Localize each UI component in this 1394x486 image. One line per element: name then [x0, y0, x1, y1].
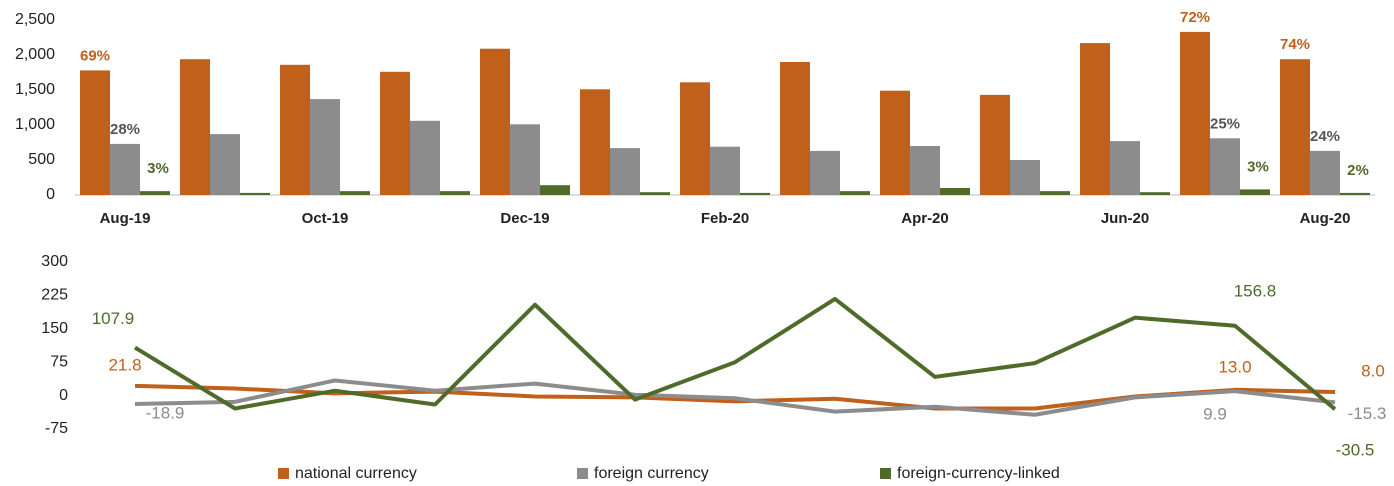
legend-swatch [880, 468, 891, 479]
bar [1040, 191, 1070, 195]
share-label: 72% [1180, 9, 1210, 26]
share-label: 74% [1280, 36, 1310, 53]
y-tick-label: 300 [41, 253, 68, 270]
x-tick-label: Aug-19 [100, 210, 151, 227]
bar [440, 191, 470, 195]
bar [210, 134, 240, 195]
share-label: 25% [1210, 115, 1240, 132]
value-label: -30.5 [1336, 441, 1375, 460]
bar [1210, 138, 1240, 195]
x-tick-label: Aug-20 [1300, 210, 1351, 227]
y-tick-label: 150 [41, 320, 68, 337]
bar [580, 89, 610, 195]
bar [980, 94, 1010, 195]
bar [110, 143, 140, 195]
bar [140, 191, 170, 195]
y-tick-label: -75 [45, 420, 68, 437]
legend-swatch [577, 468, 588, 479]
x-tick-label: Apr-20 [901, 210, 949, 227]
bar [610, 148, 640, 195]
bar [680, 82, 710, 195]
share-label: 28% [110, 121, 140, 138]
bar [1110, 141, 1140, 195]
bar [910, 146, 940, 195]
y-tick-label: 1,000 [15, 116, 55, 133]
bar [880, 90, 910, 195]
bar [1080, 43, 1110, 195]
bar [810, 150, 840, 195]
legend-label: foreign-currency-linked [897, 465, 1060, 482]
legend-swatch [278, 468, 289, 479]
value-label: -18.9 [146, 404, 185, 423]
y-tick-label: 2,500 [15, 11, 55, 28]
bar [640, 192, 670, 195]
bar [280, 64, 310, 195]
line [134, 378, 1336, 417]
bar [340, 191, 370, 195]
x-tick-label: Feb-20 [701, 210, 749, 227]
value-label: 156.8 [1234, 281, 1277, 300]
y-tick-label: 2,000 [15, 46, 55, 63]
y-tick-label: 0 [59, 387, 68, 404]
bar [940, 188, 970, 195]
line [133, 296, 1337, 411]
legend-label: foreign currency [594, 465, 709, 482]
bar [410, 120, 440, 195]
bar [180, 59, 210, 196]
bar [510, 124, 540, 195]
y-tick-label: 500 [28, 151, 55, 168]
y-tick-label: 1,500 [15, 81, 55, 98]
bar [540, 185, 570, 195]
share-label: 69% [80, 47, 110, 64]
share-label: 3% [1247, 158, 1269, 175]
bar [1180, 31, 1210, 196]
share-label: 2% [1347, 162, 1369, 179]
bar [240, 192, 270, 195]
bar [1140, 192, 1170, 195]
bar [480, 48, 510, 196]
bar [710, 146, 740, 195]
y-tick-label: 75 [50, 353, 68, 370]
value-label: 9.9 [1203, 405, 1227, 424]
bar [1340, 192, 1370, 195]
y-tick-label: 0 [46, 186, 55, 203]
value-label: 21.8 [108, 355, 141, 374]
share-label: 3% [147, 160, 169, 177]
value-label: 107.9 [92, 309, 135, 328]
bar [780, 62, 810, 195]
x-tick-label: Oct-19 [302, 210, 349, 227]
value-label: -15.3 [1348, 404, 1387, 423]
share-label: 24% [1310, 128, 1340, 145]
bar [310, 99, 340, 195]
bar [840, 191, 870, 195]
bar [1310, 150, 1340, 195]
bar [1010, 160, 1040, 195]
bar [80, 70, 110, 195]
bar [1240, 189, 1270, 195]
legend-label: national currency [295, 465, 417, 482]
bar [1280, 59, 1310, 196]
bar [740, 192, 770, 195]
value-label: 13.0 [1218, 357, 1251, 376]
bar [380, 71, 410, 195]
x-tick-label: Dec-19 [500, 210, 549, 227]
value-label: 8.0 [1361, 362, 1385, 381]
x-tick-label: Jun-20 [1101, 210, 1149, 227]
y-tick-label: 225 [41, 287, 68, 304]
